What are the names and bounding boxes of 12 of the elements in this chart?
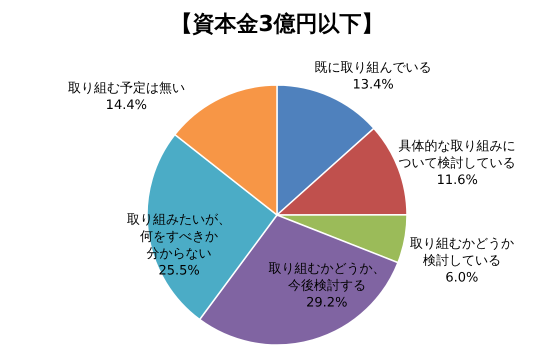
data-label: 29.2%	[306, 295, 348, 310]
data-label: 6.0%	[445, 270, 478, 286]
slice-label: 取り組むかどうか検討している	[410, 236, 514, 268]
data-label: 13.4%	[352, 78, 394, 93]
data-label: 25.5%	[158, 264, 200, 279]
data-label: 14.4%	[106, 98, 147, 114]
slice-label: 既に取り組んでいる	[314, 60, 432, 76]
slice-label: 具体的な取り組みについて検討している	[398, 138, 516, 171]
data-label: 11.6%	[436, 172, 478, 188]
chart-title: 【資本金3億円以下】	[170, 12, 384, 37]
slice-label: 取り組むかどうか、今後検討する	[268, 261, 386, 294]
slice-label: 取り組む予定は無い	[68, 81, 185, 96]
